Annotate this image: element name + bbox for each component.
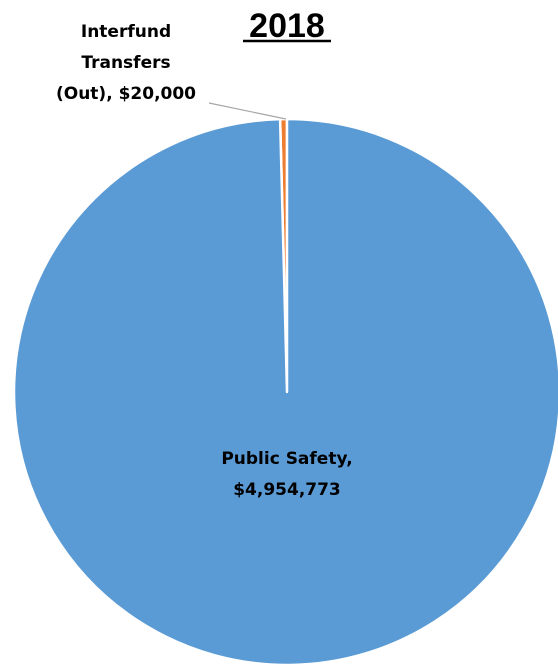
pie-slices <box>12 117 558 667</box>
slice-label-line: (Out), $20,000 <box>56 84 196 104</box>
slice-label-line: Interfund <box>81 22 171 42</box>
chart-title-text: 2018 <box>249 7 325 45</box>
pie-slice-public-safety <box>12 117 558 667</box>
leader-line <box>208 102 287 120</box>
slice-label-interfund-transfers-out: Interfund Transfers (Out), $20,000 <box>56 22 196 104</box>
slice-label-line: Transfers <box>81 53 170 73</box>
slice-label-line: Public Safety, <box>221 449 352 469</box>
slice-label-public-safety: Public Safety, $4,954,773 <box>221 449 352 500</box>
slice-label-line: $4,954,773 <box>233 480 341 500</box>
pie-labels: Public Safety, $4,954,773 Interfund Transfe… <box>56 22 353 500</box>
chart-title: 2018 <box>243 7 331 45</box>
